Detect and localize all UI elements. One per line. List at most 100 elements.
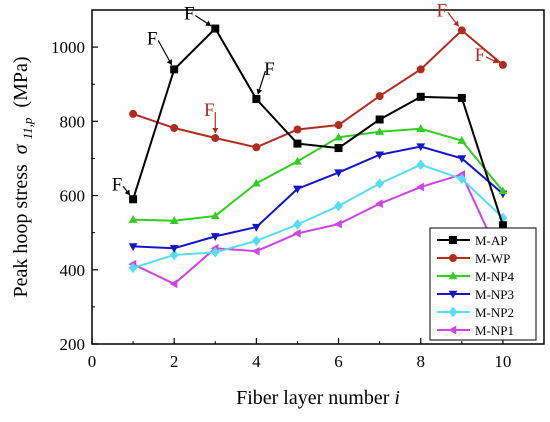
axis-ticks: 0 2 4 6 8 10 200 400 600 800 1000 — [51, 38, 511, 371]
x-tick-label-8: 8 — [416, 352, 425, 371]
y-tick-label-600: 600 — [60, 187, 86, 206]
point-m-wp-10 — [498, 60, 507, 69]
x-tick-label-4: 4 — [252, 352, 261, 371]
legend-label-m-np4: M-NP4 — [475, 269, 515, 284]
point-m-np1-8 — [416, 182, 424, 192]
point-m-np1-6 — [333, 219, 342, 229]
point-m-ap-2 — [170, 65, 179, 74]
point-m-np4-8 — [416, 124, 426, 132]
y-axis-title-text: Peak hoop stress — [10, 164, 32, 298]
point-m-np3-3 — [210, 233, 220, 241]
legend-item-m-ap: M-AP — [437, 233, 508, 248]
annotation-arrowhead — [166, 59, 172, 65]
annotation-f-5: F — [204, 100, 219, 134]
annotation-arrowhead — [205, 20, 212, 26]
legend-label-m-np3: M-NP3 — [475, 287, 514, 302]
point-m-np1-4 — [251, 246, 260, 256]
annotation-arrowhead — [212, 128, 219, 134]
annotation-f-6: F — [437, 0, 460, 27]
point-m-wp-9 — [457, 26, 466, 35]
legend-item-m-wp: M-WP — [437, 251, 510, 266]
point-m-np3-1 — [128, 243, 138, 251]
point-m-np2-7 — [375, 178, 385, 189]
legend-label-m-wp: M-WP — [475, 251, 510, 266]
point-m-np2-1 — [128, 262, 138, 274]
point-m-wp-8 — [416, 65, 425, 74]
y-tick-label-400: 400 — [60, 261, 86, 280]
point-m-wp-6 — [334, 121, 343, 130]
point-m-wp-2 — [170, 124, 179, 133]
point-m-np3-7 — [375, 151, 385, 160]
x-axis-title: Fiber layer number i — [236, 387, 400, 409]
point-m-np4-4 — [251, 178, 261, 187]
point-m-ap-10 — [498, 221, 507, 230]
point-m-ap-4 — [252, 95, 261, 104]
series-line-m-wp — [132, 29, 504, 149]
annotation-label: F — [437, 0, 448, 21]
point-m-np4-5 — [293, 156, 302, 165]
legend-swatch-marker — [448, 271, 458, 280]
legend-swatch-marker — [448, 306, 458, 318]
point-m-np4-7 — [375, 127, 385, 135]
point-m-np4-1 — [128, 215, 138, 223]
x-tick-label-10: 10 — [494, 352, 511, 371]
point-m-np2-5 — [293, 219, 302, 230]
annotation-f-3: F — [184, 4, 212, 27]
x-tick-label-6: 6 — [334, 352, 343, 371]
point-m-np2-2 — [169, 249, 179, 261]
legend-item-m-np3: M-NP3 — [437, 287, 514, 302]
annotation-label: F — [112, 174, 123, 195]
point-m-np1-5 — [292, 229, 301, 238]
series-m-np1 — [128, 170, 507, 289]
annotation-label: F — [147, 28, 158, 49]
annotation-arrowhead — [492, 57, 499, 64]
annotation-f-2: F — [147, 28, 173, 66]
annotation-label: F — [264, 59, 275, 80]
point-m-ap-7 — [375, 115, 384, 124]
legend: M-AP M-WP M-NP4 M-NP3 M-NP2 M-NP1 — [429, 227, 537, 341]
series-line-m-ap — [132, 26, 504, 226]
series-m-np4 — [128, 124, 508, 224]
point-m-wp-7 — [375, 92, 384, 101]
point-m-np3-4 — [251, 223, 261, 232]
annotation-f-1: F — [112, 174, 131, 196]
annotation-arrowhead — [256, 88, 263, 95]
point-m-ap-1 — [129, 195, 138, 204]
point-m-wp-3 — [211, 134, 220, 143]
point-m-ap-5 — [293, 139, 302, 148]
point-m-wp-1 — [129, 109, 138, 118]
x-axis-title-text: Fiber layer number — [236, 387, 390, 409]
annotation-label: F — [475, 45, 486, 66]
series-line-m-np2 — [132, 163, 504, 269]
point-m-np1-2 — [169, 279, 178, 289]
point-m-np3-5 — [293, 185, 302, 194]
annotation-arrowhead — [124, 189, 131, 196]
legend-label-m-ap: M-AP — [475, 233, 508, 248]
y-axis-title: Peak hoop stress σ 11,p (MPa) — [10, 56, 37, 297]
point-m-np4-10 — [498, 186, 508, 195]
series-line-m-np4 — [133, 127, 504, 222]
y-tick-label-800: 800 — [60, 112, 86, 131]
annotation-f-4: F — [256, 59, 275, 95]
y-axis-title-unit: (MPa) — [10, 56, 32, 107]
annotation-label: F — [184, 4, 195, 25]
y-tick-label-1000: 1000 — [51, 38, 85, 57]
series-layer — [128, 24, 508, 289]
point-m-np1-7 — [375, 199, 383, 209]
point-m-ap-8 — [416, 92, 425, 101]
point-m-np2-4 — [251, 235, 261, 247]
legend-label-m-np1: M-NP1 — [475, 323, 514, 338]
legend-swatch-marker — [449, 254, 457, 262]
x-tick-label-2: 2 — [170, 352, 179, 371]
point-m-np2-6 — [334, 200, 343, 212]
point-m-wp-4 — [252, 143, 261, 152]
point-m-ap-6 — [334, 144, 343, 153]
point-m-np3-9 — [457, 155, 467, 164]
point-m-wp-5 — [293, 125, 302, 134]
y-axis-title-subscript: 11,p — [20, 117, 35, 139]
series-line-m-np3 — [133, 145, 504, 250]
point-m-np3-2 — [169, 245, 179, 253]
legend-box — [429, 227, 537, 341]
